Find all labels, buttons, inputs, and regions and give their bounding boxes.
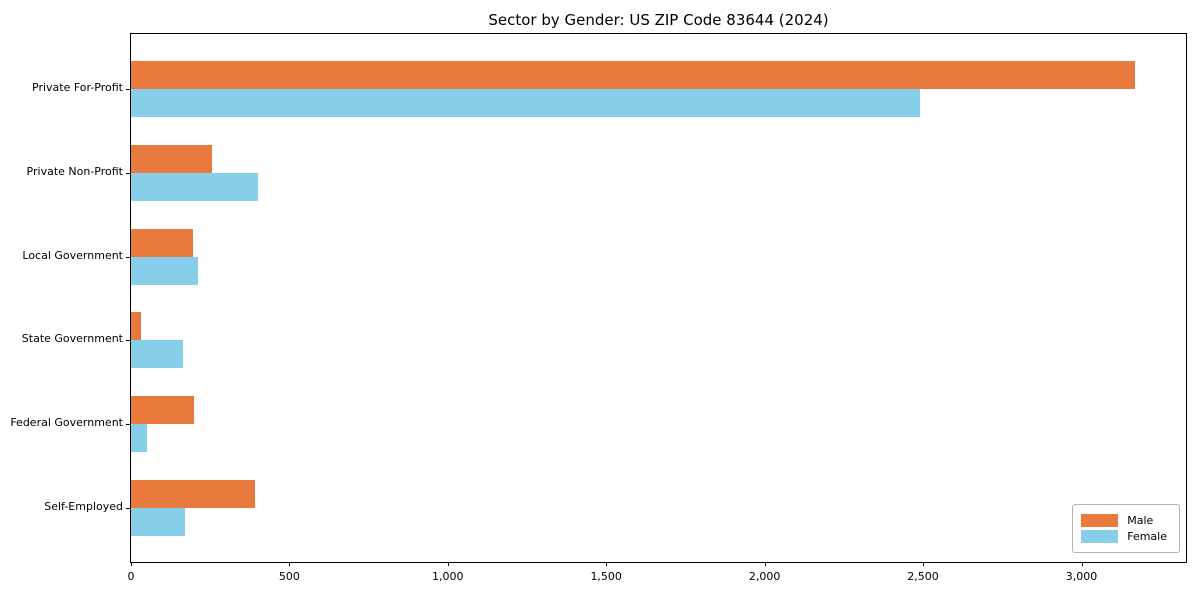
x-tick-mark <box>606 562 608 566</box>
x-tick-label: 0 <box>127 570 135 583</box>
legend-swatch-male <box>1081 514 1119 527</box>
x-tick-mark <box>1081 562 1083 566</box>
bar-male-2 <box>131 144 212 173</box>
x-tick-mark <box>289 562 291 566</box>
x-tick-label: 2,500 <box>907 570 939 583</box>
x-tick-mark <box>764 562 766 566</box>
bar-female-4 <box>131 340 184 369</box>
y-axis-label: Private Non-Profit <box>26 164 123 178</box>
bar-female-5 <box>131 424 147 453</box>
y-axis-label: State Government <box>21 332 123 346</box>
y-axis-label: Federal Government <box>10 416 123 430</box>
y-tick-mark <box>126 89 130 90</box>
x-tick-label: 1,000 <box>432 570 464 583</box>
legend: Male Female <box>1072 504 1180 553</box>
bar-male-1 <box>131 61 1136 89</box>
y-tick-mark <box>126 340 130 342</box>
bar-male-4 <box>131 312 141 341</box>
y-axis-label: Self-Employed <box>44 500 123 513</box>
bar-male-5 <box>131 396 195 425</box>
legend-entry-male: Male <box>1081 514 1167 527</box>
x-tick-label: 1,500 <box>590 570 622 583</box>
y-tick-mark <box>126 508 130 509</box>
x-tick-label: 500 <box>278 570 300 583</box>
x-tick-label: 2,000 <box>748 570 781 583</box>
x-tick-mark <box>923 562 924 566</box>
bar-male-6 <box>131 480 255 508</box>
bar-female-1 <box>131 89 920 117</box>
x-tick-mark <box>131 562 132 566</box>
y-tick-mark <box>126 256 130 258</box>
legend-entry-female: Female <box>1081 530 1167 543</box>
legend-label-female: Female <box>1127 530 1167 543</box>
y-axis-label: Local Government <box>22 248 123 262</box>
y-tick-mark <box>126 172 130 174</box>
bar-female-6 <box>131 508 185 536</box>
legend-label-male: Male <box>1127 514 1154 527</box>
y-tick-mark <box>126 424 130 426</box>
plot-area: 0 500 1,000 1,500 2,000 2,500 3,000 Male Female <box>126 33 1187 583</box>
legend-swatch-female <box>1081 530 1119 543</box>
y-axis-label: Private For-Profit <box>32 81 123 94</box>
bar-female-3 <box>131 256 198 285</box>
bar-female-2 <box>131 172 258 201</box>
x-tick-label: 3,000 <box>1065 570 1098 583</box>
bar-male-3 <box>131 228 193 257</box>
x-tick-mark <box>447 562 449 566</box>
chart-title: Sector by Gender: US ZIP Code 83644 (202… <box>488 11 829 29</box>
